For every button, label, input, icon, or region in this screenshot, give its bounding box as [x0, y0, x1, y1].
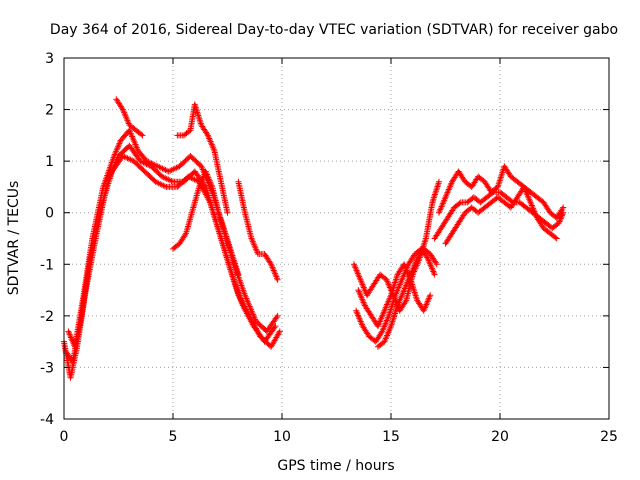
data-point — [553, 235, 560, 242]
data-point — [433, 185, 440, 192]
data-point — [431, 271, 438, 278]
grid — [64, 58, 609, 419]
data-point — [556, 218, 563, 225]
series-track-b — [63, 152, 279, 366]
data-point — [424, 254, 431, 261]
data-point — [430, 196, 437, 203]
x-tick-label: 20 — [491, 429, 509, 445]
y-tick-label: -3 — [40, 360, 54, 376]
y-axis-label: SDTVAR / TECUs — [6, 181, 22, 296]
series-track-g — [235, 178, 281, 283]
chart-title: Day 364 of 2016, Sidereal Day-to-day VTE… — [50, 22, 618, 38]
data-point — [559, 206, 566, 213]
data-point — [432, 259, 439, 266]
data-point — [422, 237, 429, 244]
y-tick-label: 0 — [45, 206, 54, 222]
data-point — [196, 117, 203, 124]
series-track-e — [170, 168, 242, 278]
data-point — [435, 180, 442, 187]
data-point — [498, 171, 505, 178]
data-point — [431, 193, 438, 200]
y-tick-label: -1 — [40, 257, 54, 273]
series-track-n — [442, 183, 560, 247]
series-track-a — [61, 142, 283, 381]
data-point — [496, 177, 503, 184]
x-tick-label: 25 — [600, 429, 618, 445]
data-point — [432, 189, 439, 196]
y-tick-label: 1 — [45, 154, 54, 170]
data-point — [431, 191, 438, 198]
data-point — [421, 238, 428, 245]
x-tick-label: 0 — [60, 429, 69, 445]
data-point — [195, 114, 202, 121]
data-point — [498, 172, 505, 179]
data-point — [139, 132, 146, 139]
data-point — [555, 220, 562, 227]
x-axis-label: GPS time / hours — [277, 458, 394, 474]
series-track-m — [435, 163, 567, 221]
data-point — [203, 130, 210, 137]
data-point — [138, 131, 145, 138]
data-point — [434, 181, 441, 188]
data-point — [433, 261, 440, 268]
data-point — [557, 215, 564, 222]
data-point — [274, 276, 281, 283]
data-point — [267, 259, 274, 266]
y-tick-label: 3 — [45, 51, 54, 67]
data-point — [235, 271, 242, 278]
data-point — [496, 179, 503, 186]
data-point — [429, 197, 436, 204]
y-tick-label: 2 — [45, 103, 54, 119]
data-point — [393, 276, 400, 283]
data-point — [434, 183, 441, 190]
data-point — [552, 234, 559, 241]
series-track-d — [113, 96, 146, 139]
data-layer — [61, 96, 567, 381]
series-track-k — [374, 245, 440, 350]
data-point — [433, 186, 440, 193]
data-point — [432, 188, 439, 195]
data-point — [411, 289, 418, 296]
x-tick-label: 15 — [382, 429, 400, 445]
data-point — [412, 292, 419, 299]
x-tick-label: 10 — [273, 429, 291, 445]
data-point — [274, 312, 281, 319]
y-tick-label: -4 — [40, 412, 54, 428]
plot-frame — [63, 57, 610, 420]
y-tick-label: -2 — [40, 309, 54, 325]
data-point — [497, 175, 504, 182]
data-point — [196, 115, 203, 122]
data-point — [410, 286, 417, 293]
data-point — [412, 291, 419, 298]
data-point — [560, 204, 567, 211]
x-tick-label: 5 — [169, 429, 178, 445]
series-track-j — [355, 261, 434, 330]
data-point — [430, 194, 437, 201]
data-point — [435, 178, 442, 185]
data-point — [182, 231, 189, 238]
data-point — [276, 328, 283, 335]
data-point — [118, 105, 125, 112]
data-point — [378, 329, 385, 336]
data-point — [421, 240, 428, 247]
data-point — [557, 217, 564, 224]
data-point — [456, 200, 463, 207]
data-point — [273, 314, 280, 321]
data-point — [402, 298, 409, 305]
data-point — [224, 209, 231, 216]
data-point — [427, 292, 434, 299]
data-point — [497, 174, 504, 181]
series-track-i — [353, 245, 438, 345]
ticks: 0 5 10 15 20 25 -4 -3 -2 -1 0 1 2 3 — [40, 51, 618, 445]
series-track-f — [174, 101, 231, 216]
